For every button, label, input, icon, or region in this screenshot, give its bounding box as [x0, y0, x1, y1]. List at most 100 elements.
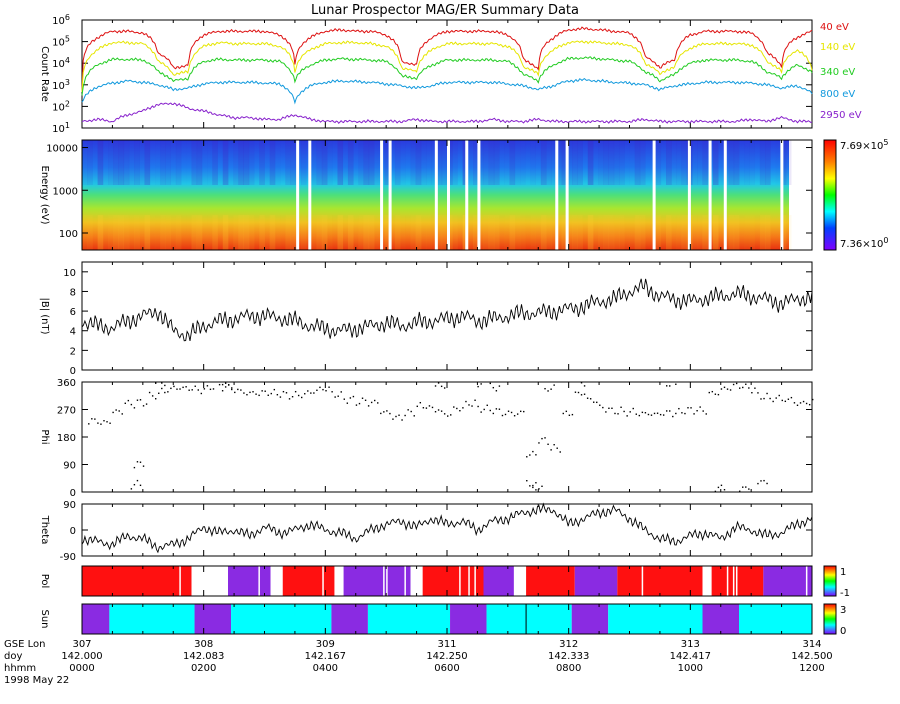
- phi-point: [550, 449, 552, 451]
- count-rate-legend-entry: 800 eV: [820, 89, 855, 100]
- phi-y-tick-label: 0: [70, 488, 76, 499]
- spectrogram-column: [624, 140, 630, 185]
- phi-point: [532, 450, 534, 453]
- phi-point: [133, 466, 136, 469]
- phi-frame: [81, 381, 813, 493]
- phi-point: [276, 394, 279, 396]
- phi-point: [623, 410, 625, 413]
- phi-point: [629, 411, 631, 413]
- spectrogram-y-tick-label: 100: [59, 229, 78, 240]
- phi-point: [94, 418, 96, 420]
- spectrogram-column: [394, 215, 401, 250]
- spectrogram-column: [181, 215, 187, 250]
- phi-point: [745, 383, 747, 385]
- phi-point: [723, 489, 726, 491]
- spectrogram-column: [134, 140, 140, 185]
- spectrogram-column: [374, 140, 380, 185]
- bmag-x-ticks: [81, 262, 813, 370]
- sun-segment: [194, 604, 232, 634]
- sun-scale-max: 3: [840, 605, 846, 616]
- phi-point: [675, 383, 677, 385]
- spectrogram-column: [755, 215, 761, 250]
- phi-point: [614, 412, 616, 415]
- spectrogram-column: [290, 215, 297, 250]
- polarity-gap-line: [258, 566, 260, 596]
- spectrogram-column: [405, 215, 411, 250]
- spectrogram-column: [587, 140, 594, 185]
- phi-point: [669, 410, 671, 412]
- phi-point: [687, 407, 689, 409]
- spectrogram-column: [666, 215, 672, 250]
- spectrogram-column: [144, 215, 151, 250]
- phi-point: [583, 393, 586, 395]
- polarity-segment: [763, 566, 812, 596]
- phi-point: [334, 396, 336, 398]
- phi-point: [781, 399, 783, 402]
- spectrogram-column: [186, 215, 192, 250]
- spectrogram-column: [661, 215, 667, 250]
- spectrogram-column: [681, 215, 688, 250]
- phi-point: [398, 414, 400, 416]
- spectrogram-column: [426, 140, 432, 185]
- phi-point: [605, 411, 607, 413]
- phi-point: [179, 388, 181, 390]
- spectrogram-column: [196, 140, 203, 185]
- phi-point: [717, 486, 720, 489]
- spectrogram-column: [316, 140, 323, 185]
- phi-point: [374, 399, 376, 402]
- phi-point: [361, 397, 364, 399]
- polarity-segment: [526, 566, 575, 596]
- spectrogram-column: [102, 140, 109, 185]
- count-rate-y-tick-label: 101: [52, 121, 70, 135]
- phi-point: [702, 410, 704, 412]
- spectrogram-column: [165, 140, 171, 185]
- phi-point: [720, 484, 723, 487]
- count-rate-series-line: [81, 102, 813, 124]
- spectrogram-column: [483, 215, 490, 250]
- phi-point: [714, 490, 717, 493]
- phi-point: [352, 395, 355, 398]
- phi-point: [456, 407, 458, 410]
- spectrogram-column: [593, 140, 599, 185]
- theta-y-tick-label: 0: [70, 526, 76, 537]
- spectrogram-data-gap: [687, 140, 691, 250]
- colorbar-min-label: 7.36×100: [840, 236, 888, 250]
- spectrogram-column: [269, 140, 276, 185]
- phi-point: [772, 400, 774, 403]
- spectrogram-column: [108, 140, 114, 185]
- phi-point: [319, 386, 321, 389]
- spectrogram-column: [118, 215, 125, 250]
- phi-point: [559, 451, 561, 453]
- spectrogram-column: [671, 215, 677, 250]
- spectrogram-column: [311, 140, 317, 185]
- phi-point: [477, 385, 479, 388]
- spectrogram-column: [561, 140, 568, 185]
- spectrogram-data-gap: [780, 140, 784, 250]
- phi-point: [501, 414, 504, 417]
- phi-point: [720, 388, 723, 390]
- spectrogram-column: [113, 215, 119, 250]
- spectrogram-column: [436, 140, 443, 185]
- spectrogram-column: [530, 215, 536, 250]
- phi-point: [556, 447, 558, 449]
- phi-point: [742, 486, 744, 488]
- polarity-gap-line: [474, 566, 476, 596]
- spectrogram-column: [342, 140, 349, 185]
- spectrogram-column: [692, 140, 698, 185]
- polarity-gap-line: [468, 566, 470, 596]
- count-rate-legend-entry: 340 eV: [820, 67, 855, 78]
- phi-point: [495, 390, 498, 392]
- spectrogram-column: [254, 215, 260, 250]
- bmag-y-tick-label: 0: [70, 366, 76, 377]
- spectrogram-column: [222, 140, 229, 185]
- x-tick-label-doy: 142.333: [548, 651, 589, 662]
- spectrogram-column: [598, 215, 604, 250]
- phi-point: [723, 386, 726, 389]
- phi-point: [450, 414, 452, 416]
- spectrogram-column: [728, 140, 735, 185]
- spectrogram-column: [441, 140, 448, 185]
- spectrogram-column: [634, 215, 641, 250]
- spectrogram-column: [363, 215, 370, 250]
- x-tick-label-hhmm: 0600: [434, 663, 459, 674]
